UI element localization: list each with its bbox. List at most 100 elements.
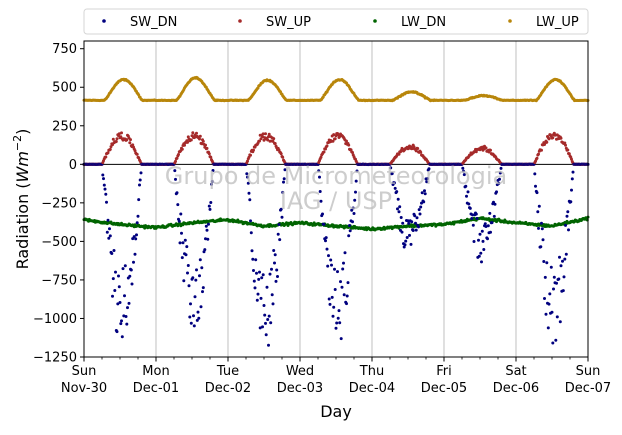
sw-dn-point — [334, 326, 338, 330]
sw-up-point — [551, 136, 555, 140]
sw-dn-point — [423, 189, 426, 193]
sw-up-point — [174, 159, 177, 163]
sw-dn-point — [488, 211, 492, 215]
sw-up-point — [272, 137, 276, 141]
sw-dn-point — [278, 238, 282, 242]
sw-dn-point — [413, 214, 417, 218]
sw-dn-point — [552, 275, 556, 279]
sw-dn-point — [246, 181, 250, 185]
y-tick-label: 500 — [52, 81, 77, 96]
sw-dn-point — [481, 239, 485, 243]
sw-up-point — [175, 156, 179, 160]
sw-dn-point — [249, 219, 252, 223]
sw-dn-point — [114, 270, 117, 274]
sw-dn-point — [400, 230, 404, 234]
sw-up-point — [204, 143, 207, 147]
sw-dn-point — [389, 166, 393, 170]
sw-dn-point — [348, 229, 352, 233]
sw-dn-point — [175, 191, 179, 195]
sw-dn-point — [466, 190, 470, 194]
sw-dn-point — [561, 259, 564, 263]
sw-dn-point — [420, 201, 423, 205]
legend-frame — [83, 8, 589, 35]
sw-dn-point — [319, 199, 323, 203]
sw-dn-point — [483, 222, 487, 226]
sw-dn-point — [464, 184, 468, 188]
sw-up-point — [264, 132, 267, 136]
sw-dn-point — [112, 249, 116, 252]
sw-dn-point — [207, 204, 211, 208]
sw-up-point — [484, 146, 488, 150]
sw-dn-point — [274, 279, 278, 283]
sw-dn-point — [390, 172, 394, 176]
sw-dn-point — [411, 229, 415, 232]
sw-up-point — [249, 153, 252, 157]
sw-up-point — [333, 137, 337, 141]
sw-dn-point — [468, 206, 472, 210]
sw-up-point — [325, 144, 329, 148]
sw-dn-point — [539, 245, 543, 249]
sw-up-point — [319, 155, 323, 159]
sw-dn-point — [559, 264, 563, 268]
sw-dn-point — [102, 183, 106, 187]
sw-up-point — [252, 148, 255, 152]
y-tick-label: −750 — [41, 273, 77, 288]
sw-dn-point — [352, 212, 356, 215]
sw-dn-point — [555, 281, 558, 285]
sw-up-point — [129, 138, 132, 142]
sw-dn-point — [399, 216, 403, 219]
sw-dn-point — [405, 236, 409, 239]
sw-dn-point — [401, 221, 405, 225]
sw-dn-point — [336, 316, 340, 320]
sw-dn-point — [422, 200, 426, 204]
sw-dn-point — [133, 252, 137, 256]
sw-dn-point — [417, 208, 421, 212]
sw-dn-point — [271, 302, 275, 306]
sw-dn-point — [101, 173, 105, 177]
sw-dn-point — [425, 180, 429, 184]
sw-dn-point — [116, 302, 120, 306]
sw-dn-point — [128, 274, 132, 278]
sw-dn-point — [546, 326, 550, 330]
sw-dn-point — [120, 335, 124, 339]
sw-dn-point — [120, 319, 123, 323]
sw-dn-point — [420, 191, 424, 195]
sw-dn-point — [196, 310, 200, 314]
sw-dn-point — [255, 298, 259, 302]
sw-dn-point — [402, 245, 406, 249]
sw-dn-point — [259, 296, 263, 300]
sw-dn-point — [478, 232, 482, 236]
sw-dn-point — [198, 274, 201, 278]
sw-dn-point — [205, 228, 209, 232]
sw-dn-point — [139, 171, 143, 175]
sw-dn-point — [203, 248, 207, 252]
sw-dn-point — [105, 230, 109, 234]
sw-dn-point — [324, 239, 327, 243]
sw-dn-point — [209, 201, 213, 204]
sw-dn-point — [545, 261, 549, 265]
sw-dn-point — [121, 267, 125, 271]
sw-dn-point — [467, 202, 471, 206]
sw-dn-point — [558, 255, 561, 259]
y-axis-title-main: Radiation ( — [13, 182, 32, 269]
sw-dn-point — [486, 237, 489, 241]
sw-dn-point — [272, 249, 276, 252]
sw-up-point — [414, 149, 418, 153]
x-tick-label-day: Tue — [216, 364, 239, 379]
sw-dn-point — [415, 216, 419, 220]
sw-dn-point — [273, 253, 277, 257]
y-axis-title-exponent: −2 — [11, 135, 24, 151]
sw-dn-point — [498, 177, 501, 181]
sw-dn-point — [489, 230, 492, 234]
sw-dn-point — [461, 166, 465, 170]
sw-dn-point — [264, 321, 267, 325]
sw-dn-point — [480, 229, 484, 233]
sw-up-point — [331, 139, 335, 143]
sw-dn-point — [135, 233, 138, 237]
sw-up-point — [133, 149, 137, 153]
sw-dn-point — [123, 294, 126, 298]
sw-dn-point — [192, 314, 195, 318]
x-tick-label-date: Nov-30 — [61, 381, 107, 396]
sw-dn-point — [255, 271, 258, 275]
